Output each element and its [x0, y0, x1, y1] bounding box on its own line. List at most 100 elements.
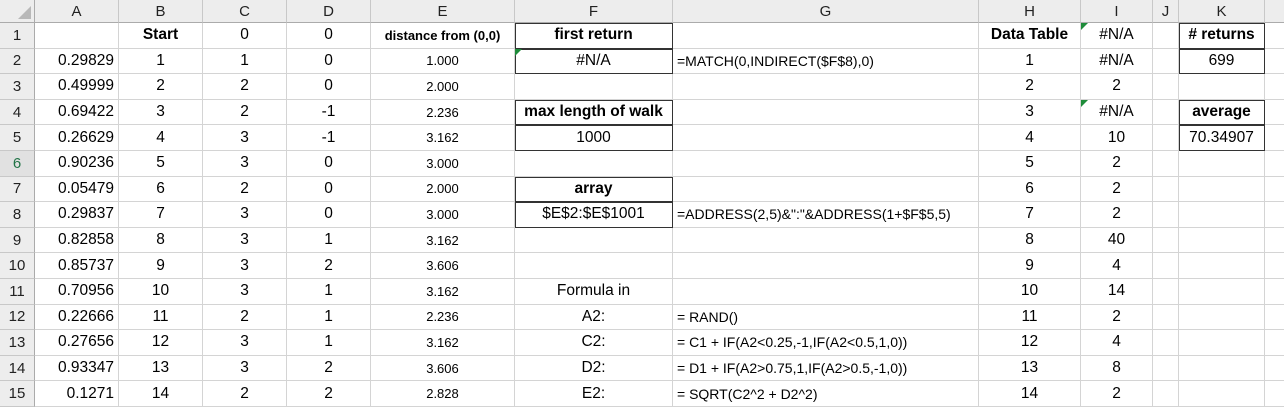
cell-e14[interactable]: 3.606 [371, 355, 515, 382]
cell-j8[interactable] [1153, 202, 1179, 228]
cell-a10[interactable]: 0.85737 [35, 253, 119, 279]
cell-c5[interactable]: 3 [203, 125, 287, 151]
cell-h13[interactable]: 12 [979, 330, 1081, 356]
cell-f7[interactable]: array [515, 176, 673, 203]
cell-j11[interactable] [1153, 278, 1179, 305]
cell-b8[interactable]: 7 [119, 202, 203, 228]
cell-f9[interactable] [515, 227, 673, 254]
cell-c15[interactable]: 2 [203, 381, 287, 407]
cell-h12[interactable]: 11 [979, 304, 1081, 331]
cell-g15[interactable]: = SQRT(C2^2 + D2^2) [673, 381, 979, 407]
cell-e8[interactable]: 3.000 [371, 202, 515, 228]
cell-e13[interactable]: 3.162 [371, 330, 515, 356]
cell-f5[interactable]: 1000 [515, 125, 673, 151]
column-header-k[interactable]: K [1179, 0, 1265, 23]
cell-d14[interactable]: 2 [287, 355, 371, 382]
cell-c13[interactable]: 3 [203, 330, 287, 356]
cell-k2[interactable]: 699 [1179, 48, 1265, 75]
cell-f1[interactable]: first return [515, 23, 673, 49]
cell-j15[interactable] [1153, 381, 1179, 407]
cell-j14[interactable] [1153, 355, 1179, 382]
cell-h11[interactable]: 10 [979, 278, 1081, 305]
cell-c8[interactable]: 3 [203, 202, 287, 228]
cell-c12[interactable]: 2 [203, 304, 287, 331]
column-header-f[interactable]: F [515, 0, 673, 23]
cell-f6[interactable] [515, 150, 673, 177]
cell-j10[interactable] [1153, 253, 1179, 279]
cell-e5[interactable]: 3.162 [371, 125, 515, 151]
cell-c7[interactable]: 2 [203, 176, 287, 203]
cell-i12[interactable]: 2 [1081, 304, 1153, 331]
cell-i15[interactable]: 2 [1081, 381, 1153, 407]
cell-a7[interactable]: 0.05479 [35, 176, 119, 203]
cell-f15[interactable]: E2: [515, 381, 673, 407]
cell-k14[interactable] [1179, 355, 1265, 382]
column-header-a[interactable]: A [35, 0, 119, 23]
cell-j9[interactable] [1153, 227, 1179, 254]
cell-e7[interactable]: 2.000 [371, 176, 515, 203]
cell-e2[interactable]: 1.000 [371, 48, 515, 75]
cell-c14[interactable]: 3 [203, 355, 287, 382]
cell-a8[interactable]: 0.29837 [35, 202, 119, 228]
cell-c10[interactable]: 3 [203, 253, 287, 279]
cell-h10[interactable]: 9 [979, 253, 1081, 279]
cell-i8[interactable]: 2 [1081, 202, 1153, 228]
cell-h15[interactable]: 14 [979, 381, 1081, 407]
cell-b11[interactable]: 10 [119, 278, 203, 305]
cell-g8[interactable]: =ADDRESS(2,5)&":"&ADDRESS(1+$F$5,5) [673, 202, 979, 228]
cell-a6[interactable]: 0.90236 [35, 150, 119, 177]
row-header-13[interactable]: 13 [0, 330, 35, 356]
cell-k15[interactable] [1179, 381, 1265, 407]
cell-g2[interactable]: =MATCH(0,INDIRECT($F$8),0) [673, 48, 979, 75]
cell-d11[interactable]: 1 [287, 278, 371, 305]
cell-d1[interactable]: 0 [287, 23, 371, 49]
cell-f10[interactable] [515, 253, 673, 279]
cell-b3[interactable]: 2 [119, 74, 203, 100]
cell-j1[interactable] [1153, 23, 1179, 49]
error-indicator-icon[interactable] [515, 48, 522, 56]
cell-f4[interactable]: max length of walk [515, 99, 673, 126]
cell-i13[interactable]: 4 [1081, 330, 1153, 356]
cell-g5[interactable] [673, 125, 979, 151]
cell-a9[interactable]: 0.82858 [35, 227, 119, 254]
cell-b10[interactable]: 9 [119, 253, 203, 279]
cell-c4[interactable]: 2 [203, 99, 287, 126]
cell-i10[interactable]: 4 [1081, 253, 1153, 279]
cell-f3[interactable] [515, 74, 673, 100]
cell-b7[interactable]: 6 [119, 176, 203, 203]
cell-e3[interactable]: 2.000 [371, 74, 515, 100]
cell-j3[interactable] [1153, 74, 1179, 100]
row-header-14[interactable]: 14 [0, 355, 35, 382]
cell-h8[interactable]: 7 [979, 202, 1081, 228]
cell-f13[interactable]: C2: [515, 330, 673, 356]
column-header-j[interactable]: J [1153, 0, 1179, 23]
column-header-b[interactable]: B [119, 0, 203, 23]
cell-a11[interactable]: 0.70956 [35, 278, 119, 305]
cell-g6[interactable] [673, 150, 979, 177]
cell-b14[interactable]: 13 [119, 355, 203, 382]
cell-e12[interactable]: 2.236 [371, 304, 515, 331]
cell-e6[interactable]: 3.000 [371, 150, 515, 177]
cell-e11[interactable]: 3.162 [371, 278, 515, 305]
cell-g11[interactable] [673, 278, 979, 305]
row-header-4[interactable]: 4 [0, 99, 35, 126]
cell-h3[interactable]: 2 [979, 74, 1081, 100]
cell-j6[interactable] [1153, 150, 1179, 177]
cell-k4[interactable]: average [1179, 99, 1265, 126]
cell-k12[interactable] [1179, 304, 1265, 331]
cell-i11[interactable]: 14 [1081, 278, 1153, 305]
cell-e10[interactable]: 3.606 [371, 253, 515, 279]
row-header-5[interactable]: 5 [0, 125, 35, 151]
cell-i9[interactable]: 40 [1081, 227, 1153, 254]
cell-i4[interactable]: #N/A [1081, 99, 1153, 126]
cell-a2[interactable]: 0.29829 [35, 48, 119, 75]
cell-b1[interactable]: Start [119, 23, 203, 49]
cell-d13[interactable]: 1 [287, 330, 371, 356]
cell-d9[interactable]: 1 [287, 227, 371, 254]
cell-g9[interactable] [673, 227, 979, 254]
cell-j13[interactable] [1153, 330, 1179, 356]
cell-e4[interactable]: 2.236 [371, 99, 515, 126]
cell-g3[interactable] [673, 74, 979, 100]
cell-k10[interactable] [1179, 253, 1265, 279]
cell-b6[interactable]: 5 [119, 150, 203, 177]
